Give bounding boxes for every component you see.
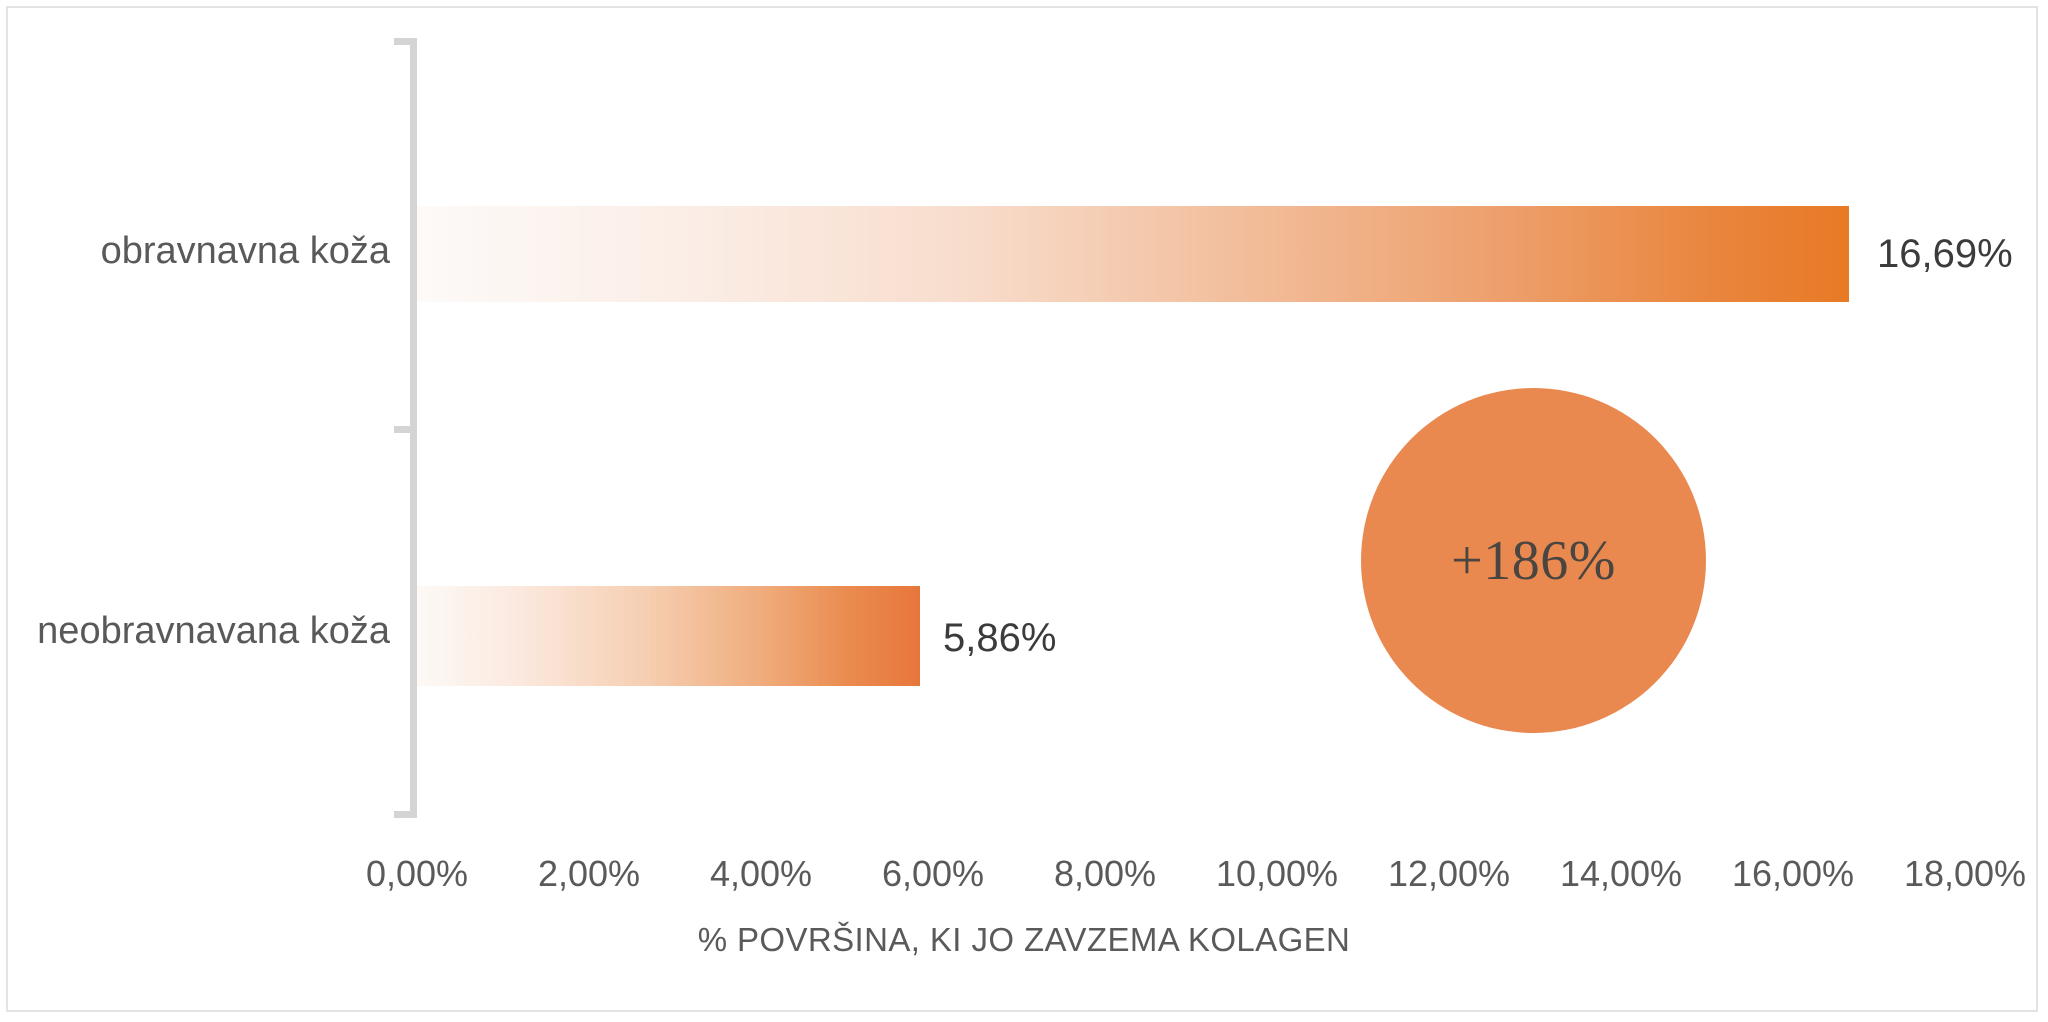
category-label-obravnavna-koza: obravnavna koža xyxy=(100,230,390,272)
value-axis-tick-label: 16,00% xyxy=(1731,853,1855,894)
value-axis-tick-label: 18,00% xyxy=(1903,853,2027,894)
chart-frame: obravnavna koža neobravnavana koža 16,69… xyxy=(6,6,2038,1012)
bar-fill xyxy=(417,206,1849,302)
category-label-neobravnavana-koza: neobravnavana koža xyxy=(37,610,390,652)
value-axis-tick-label: 14,00% xyxy=(1559,853,1683,894)
increase-badge-label: +186% xyxy=(1451,529,1616,592)
chart-plot-area: obravnavna koža neobravnavana koža 16,69… xyxy=(8,8,2036,1010)
category-axis-line xyxy=(410,38,417,818)
value-axis-tick-label: 8,00% xyxy=(1053,853,1157,894)
data-label-neobravnavana-koza: 5,86% xyxy=(943,616,1057,660)
value-axis-tick-label: 0,00% xyxy=(365,853,469,894)
value-axis-tick-label: 4,00% xyxy=(709,853,813,894)
axis-tick-top xyxy=(394,38,411,45)
increase-badge: +186% xyxy=(1361,388,1706,733)
value-axis-title: % POVRŠINA, KI JO ZAVZEMA KOLAGEN xyxy=(697,921,1351,958)
value-axis-tick-label: 12,00% xyxy=(1387,853,1511,894)
value-axis-tick-label: 2,00% xyxy=(537,853,641,894)
value-axis-tick-label: 6,00% xyxy=(881,853,985,894)
value-axis-tick-label: 10,00% xyxy=(1215,853,1339,894)
bar-obravnavna-koza[interactable] xyxy=(417,206,1849,302)
data-label-obravnavna-koza: 16,69% xyxy=(1877,232,2013,276)
bar-fill xyxy=(417,586,920,686)
axis-tick-bottom xyxy=(394,811,411,818)
bar-neobravnavana-koza[interactable] xyxy=(417,586,920,686)
value-axis-tick-labels: 0,00% 2,00% 4,00% 6,00% 8,00% 10,00% 12,00% 14,… xyxy=(8,853,2040,903)
axis-tick-middle xyxy=(394,426,411,433)
